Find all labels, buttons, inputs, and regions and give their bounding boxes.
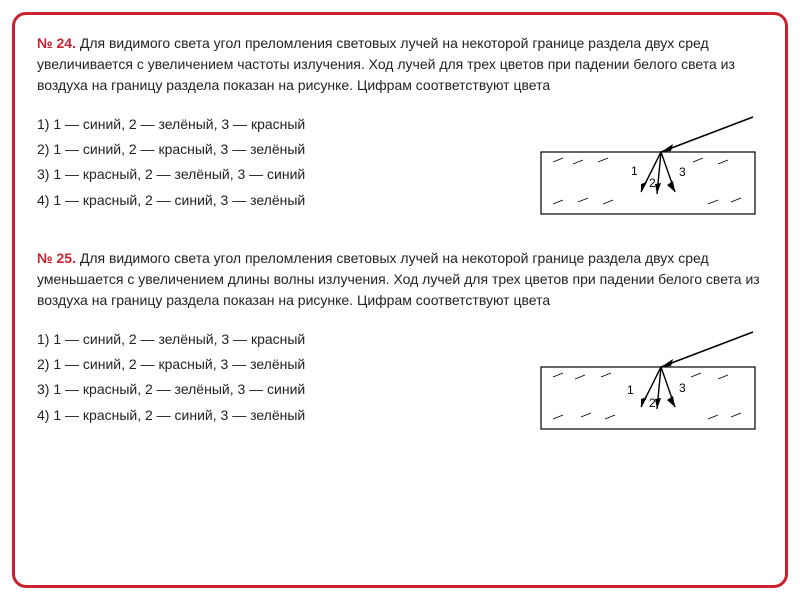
ray-label-1: 1 [631, 164, 638, 178]
option-25-2: 2) 1 — синий, 2 — красный, 3 — зелёный [37, 352, 509, 377]
problem-25-label: № 25. [37, 250, 76, 266]
ray-label-3: 3 [679, 165, 686, 179]
problem-24-options: 1) 1 — синий, 2 — зелёный, 3 — красный 2… [37, 112, 509, 213]
ray-label-2: 2 [649, 176, 656, 190]
problem-24-diagram: 1 2 3 [533, 112, 763, 222]
problem-24-label: № 24. [37, 35, 76, 51]
problem-25-body: 1) 1 — синий, 2 — зелёный, 3 — красный 2… [37, 327, 763, 437]
refraction-diagram-24-icon: 1 2 3 [533, 112, 763, 222]
ray-label-3: 3 [679, 381, 686, 395]
option-24-4: 4) 1 — красный, 2 — синий, 3 — зелёный [37, 188, 509, 213]
problem-24: № 24. Для видимого света угол преломлени… [37, 33, 763, 222]
ray-label-2: 2 [649, 396, 656, 410]
problem-25: № 25. Для видимого света угол преломлени… [37, 248, 763, 437]
option-24-3: 3) 1 — красный, 2 — зелёный, 3 — синий [37, 162, 509, 187]
refraction-diagram-25-icon: 1 2 3 [533, 327, 763, 437]
problem-25-text: Для видимого света угол преломления свет… [37, 250, 760, 308]
problem-25-diagram: 1 2 3 [533, 327, 763, 437]
option-25-1: 1) 1 — синий, 2 — зелёный, 3 — красный [37, 327, 509, 352]
option-25-3: 3) 1 — красный, 2 — зелёный, 3 — синий [37, 377, 509, 402]
option-24-1: 1) 1 — синий, 2 — зелёный, 3 — красный [37, 112, 509, 137]
problem-25-options: 1) 1 — синий, 2 — зелёный, 3 — красный 2… [37, 327, 509, 428]
problem-24-text: Для видимого света угол преломления свет… [37, 35, 735, 93]
page-frame: № 24. Для видимого света угол преломлени… [12, 12, 788, 588]
problem-24-intro: № 24. Для видимого света угол преломлени… [37, 33, 763, 96]
problem-24-body: 1) 1 — синий, 2 — зелёный, 3 — красный 2… [37, 112, 763, 222]
problem-25-intro: № 25. Для видимого света угол преломлени… [37, 248, 763, 311]
option-25-4: 4) 1 — красный, 2 — синий, 3 — зелёный [37, 403, 509, 428]
ray-label-1: 1 [627, 383, 634, 397]
option-24-2: 2) 1 — синий, 2 — красный, 3 — зелёный [37, 137, 509, 162]
